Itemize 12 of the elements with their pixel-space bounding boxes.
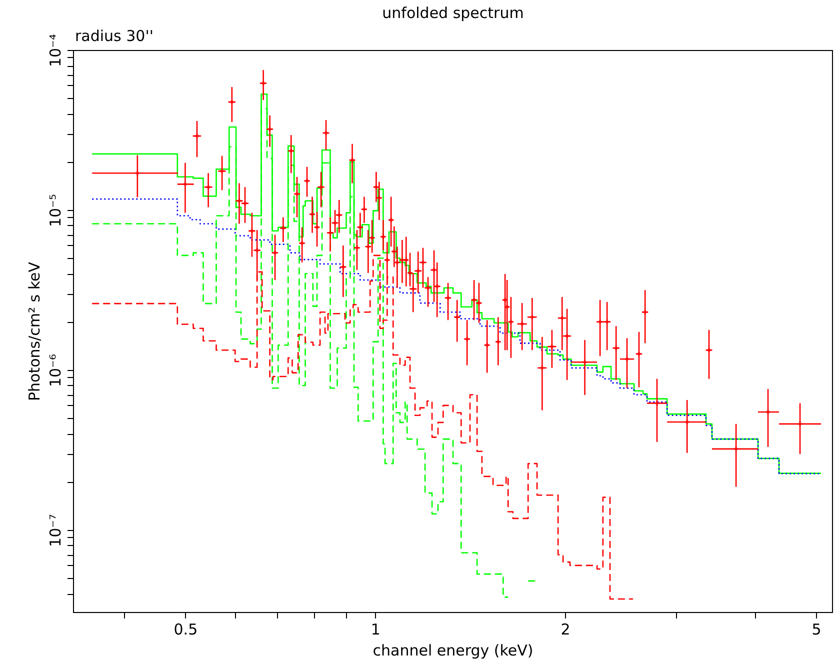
y-tick-label: 10⁻⁴ bbox=[46, 34, 64, 68]
x-tick-label: 5 bbox=[812, 620, 822, 638]
y-tick-label: 10⁻⁶ bbox=[46, 354, 64, 387]
x-tick-label: 2 bbox=[560, 620, 570, 638]
y-tick-label: 10⁻⁵ bbox=[46, 194, 64, 227]
x-axis-title: channel energy (keV) bbox=[372, 642, 534, 660]
y-tick-label: 10⁻⁷ bbox=[46, 514, 64, 547]
x-tick-label: 1 bbox=[370, 620, 380, 638]
text: radius 30'' bbox=[75, 27, 154, 45]
y-axis-title: Photons/cm² s keV bbox=[26, 261, 44, 402]
chart-title: unfolded spectrum bbox=[382, 4, 524, 22]
x-tick-label: 0.5 bbox=[174, 620, 198, 638]
